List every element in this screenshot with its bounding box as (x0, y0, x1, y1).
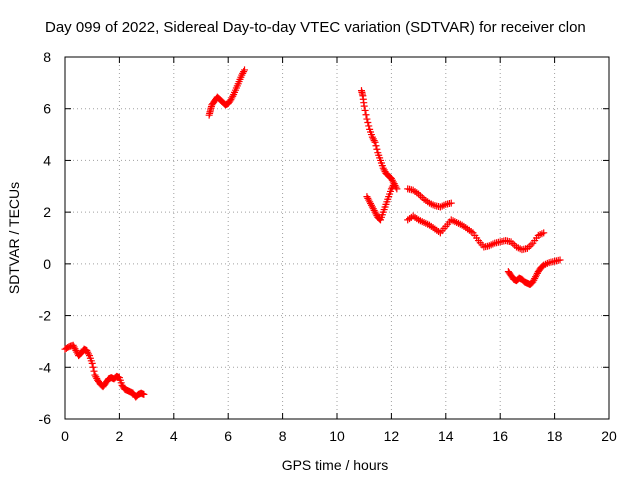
data-point (447, 199, 455, 207)
y-tick-label: 4 (43, 152, 51, 168)
y-axis-ticks: -6 -4 -2 0 2 4 6 8 (39, 49, 609, 427)
data-point (507, 238, 515, 246)
x-tick-label: 2 (116, 428, 124, 444)
data-point-fill (239, 69, 247, 77)
data-point-fill (90, 367, 98, 375)
x-tick-label: 20 (601, 428, 617, 444)
data-point (360, 102, 368, 110)
x-axis-label: GPS time / hours (282, 457, 389, 473)
data-point-fill (362, 111, 370, 119)
data-point-fill (365, 122, 373, 130)
data-point-fill (370, 137, 378, 145)
data-point-fill (373, 145, 381, 153)
data-point-fill (89, 363, 97, 371)
x-tick-label: 16 (492, 428, 508, 444)
data-point (140, 390, 148, 398)
x-tick-label: 14 (438, 428, 454, 444)
data-point-fill (440, 201, 448, 209)
grid-lines (65, 57, 609, 419)
x-tick-label: 6 (224, 428, 232, 444)
x-tick-label: 8 (279, 428, 287, 444)
data-point (523, 244, 531, 252)
chart-title: Day 099 of 2022, Sidereal Day-to-day VTE… (45, 19, 586, 36)
y-tick-label: -2 (39, 308, 52, 324)
x-tick-label: 12 (384, 428, 400, 444)
y-tick-label: 6 (43, 101, 51, 117)
y-tick-label: 0 (43, 256, 51, 272)
data-point (371, 138, 379, 146)
x-tick-label: 10 (329, 428, 345, 444)
data-point (363, 115, 371, 123)
data-point-fill (372, 142, 380, 150)
x-tick-label: 4 (170, 428, 178, 444)
y-tick-label: -6 (39, 411, 52, 427)
data-point (241, 66, 249, 74)
data-point (390, 180, 398, 188)
y-tick-label: -4 (39, 359, 52, 375)
data-point (88, 359, 96, 367)
data-point-fill (527, 241, 535, 249)
data-point-fill (389, 181, 397, 189)
x-tick-label: 18 (547, 428, 563, 444)
y-axis-label: SDTVAR / TECUs (6, 182, 22, 294)
data-point-fill (240, 68, 248, 76)
data-point-fill (369, 135, 377, 143)
data-points (61, 66, 564, 401)
plot-frame (64, 56, 610, 420)
data-point-fill (538, 230, 546, 238)
x-axis-ticks: 0 2 4 6 8 10 12 14 16 18 20 (61, 57, 617, 444)
y-tick-label: 8 (43, 49, 51, 65)
x-tick-label: 0 (61, 428, 69, 444)
data-point (556, 256, 564, 264)
data-point-fill (85, 350, 93, 358)
data-point (540, 229, 548, 237)
data-point-fill (229, 92, 237, 100)
data-point-fill (536, 231, 544, 239)
data-point-fill (364, 119, 372, 127)
data-point-fill (361, 106, 369, 114)
y-tick-label: 2 (43, 204, 51, 220)
